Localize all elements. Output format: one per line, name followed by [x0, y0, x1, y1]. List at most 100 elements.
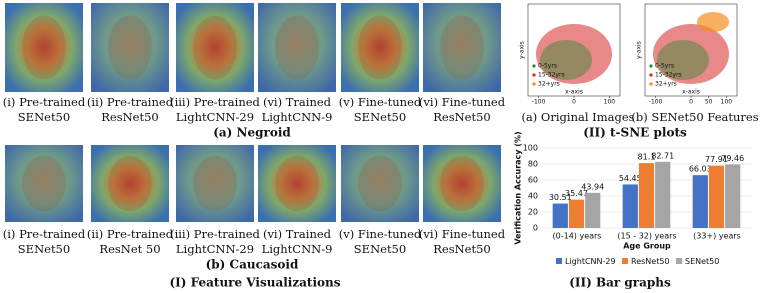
- x-tick-label: (0-14) years: [553, 232, 602, 241]
- face-outline: [108, 15, 152, 80]
- image-caption: ResNet50: [433, 110, 491, 124]
- face-outline: [22, 155, 66, 212]
- image-caption: (vi) Trained: [263, 227, 332, 241]
- image-caption: (ii) Pre-trained: [87, 227, 174, 241]
- y-tick-label: 20: [528, 208, 538, 217]
- legend-swatch: [556, 258, 562, 264]
- image-caption: (vi) Fine-tuned: [419, 95, 506, 109]
- legend-marker: [532, 82, 536, 86]
- image-caption: LightCNN-9: [262, 242, 333, 256]
- panel-caption: (II) Bar graphs: [569, 276, 671, 290]
- x-tick-label: -100: [649, 99, 663, 106]
- row-label: (a) Negroid: [213, 126, 291, 140]
- scatter-cloud: [536, 24, 612, 84]
- image-caption: (i) Pre-trained: [3, 95, 86, 109]
- value-label: 43.94: [581, 182, 604, 191]
- value-label: 77.91: [705, 155, 728, 164]
- legend-label: 32+yrs: [538, 81, 560, 88]
- legend-swatch: [622, 258, 628, 264]
- face-heatmap: [176, 145, 254, 222]
- face-heatmap: [91, 3, 169, 92]
- legend-label: SENet50: [685, 257, 719, 266]
- face-outline: [440, 155, 484, 212]
- bar: [692, 175, 708, 228]
- x-axis-label: Age Group: [623, 242, 671, 251]
- legend-label: 0-5yrs: [538, 63, 557, 70]
- bar: [552, 203, 568, 228]
- face-outline: [108, 155, 152, 212]
- x-tick-label: 0: [689, 99, 693, 106]
- bar: [585, 192, 601, 228]
- image-caption: (v) Fine-tuned: [339, 227, 422, 241]
- face-heatmap: [341, 3, 419, 92]
- image-caption: (i) Pre-trained: [3, 227, 86, 241]
- legend-marker: [649, 82, 653, 86]
- y-tick-label: 60: [528, 176, 538, 185]
- image-caption: ResNet 50: [99, 242, 160, 256]
- legend-marker: [649, 64, 653, 68]
- x-tick-label: 100: [604, 99, 616, 106]
- image-caption: (iii) Pre-trained: [170, 227, 260, 241]
- x-tick-label: 100: [721, 99, 733, 106]
- face-outline: [22, 15, 66, 80]
- bar: [725, 164, 741, 228]
- face-heatmap: [5, 145, 83, 222]
- face-heatmap: [258, 145, 336, 222]
- face-heatmap: [91, 145, 169, 222]
- image-caption: SENet50: [354, 110, 406, 124]
- plot-caption: (b) SENet50 Features: [631, 110, 758, 124]
- face-outline: [358, 15, 402, 80]
- scatter-cloud: [657, 40, 709, 80]
- y-tick-label: 100: [523, 144, 538, 153]
- face-heatmap: [176, 3, 254, 92]
- image-caption: SENet50: [18, 242, 70, 256]
- legend-marker: [532, 64, 536, 68]
- image-caption: LightCNN-29: [176, 242, 254, 256]
- value-label: 66.03: [689, 165, 712, 174]
- image-caption: (vi) Fine-tuned: [419, 227, 506, 241]
- y-axis-label: Verification Accuracy (%): [514, 131, 523, 244]
- x-tick-label: 0: [572, 99, 576, 106]
- face-outline: [193, 155, 237, 212]
- value-label: 81.1: [638, 153, 656, 162]
- panel-caption: (I) Feature Visualizations: [169, 276, 340, 290]
- x-tick-label: 50: [705, 99, 713, 106]
- x-tick-label: -100: [532, 99, 546, 106]
- bar: [655, 161, 671, 228]
- legend-label: LightCNN-29: [565, 257, 616, 266]
- value-label: 54.45: [619, 174, 642, 183]
- image-caption: (iii) Pre-trained: [170, 95, 260, 109]
- y-axis-label: y-axis: [636, 41, 643, 59]
- legend-label: 15-32yrs: [655, 72, 682, 79]
- bar: [708, 165, 725, 228]
- face-outline: [440, 15, 484, 80]
- image-caption: (vi) Trained: [263, 95, 332, 109]
- panel-caption: (II) t-SNE plots: [583, 126, 687, 140]
- y-axis-label: y-axis: [519, 41, 526, 59]
- scatter-cloud: [653, 24, 729, 84]
- legend-marker: [532, 73, 536, 77]
- plot-caption: (a) Original Images: [521, 110, 634, 124]
- image-caption: SENet50: [354, 242, 406, 256]
- row-label: (b) Caucasoid: [206, 258, 299, 272]
- legend-label: ResNet50: [631, 257, 670, 266]
- x-axis-label: x-axis: [565, 89, 583, 96]
- value-label: 79.46: [721, 154, 744, 163]
- legend-label: 15-32yrs: [538, 72, 565, 79]
- bar: [568, 199, 585, 228]
- face-outline: [358, 155, 402, 212]
- value-label: 82.71: [651, 151, 674, 160]
- x-tick-label: (33+) years: [693, 232, 741, 241]
- face-heatmap: [423, 145, 501, 222]
- face-heatmap: [5, 3, 83, 92]
- value-label: 30.51: [549, 193, 572, 202]
- x-tick-label: (15 - 32) years: [617, 232, 676, 241]
- image-caption: (v) Fine-tuned: [339, 95, 422, 109]
- value-label: 35.47: [565, 189, 588, 198]
- y-tick-label: 40: [528, 192, 538, 201]
- x-axis-label: x-axis: [682, 89, 700, 96]
- bar: [638, 163, 655, 228]
- face-heatmap: [423, 3, 501, 92]
- legend-swatch: [676, 258, 682, 264]
